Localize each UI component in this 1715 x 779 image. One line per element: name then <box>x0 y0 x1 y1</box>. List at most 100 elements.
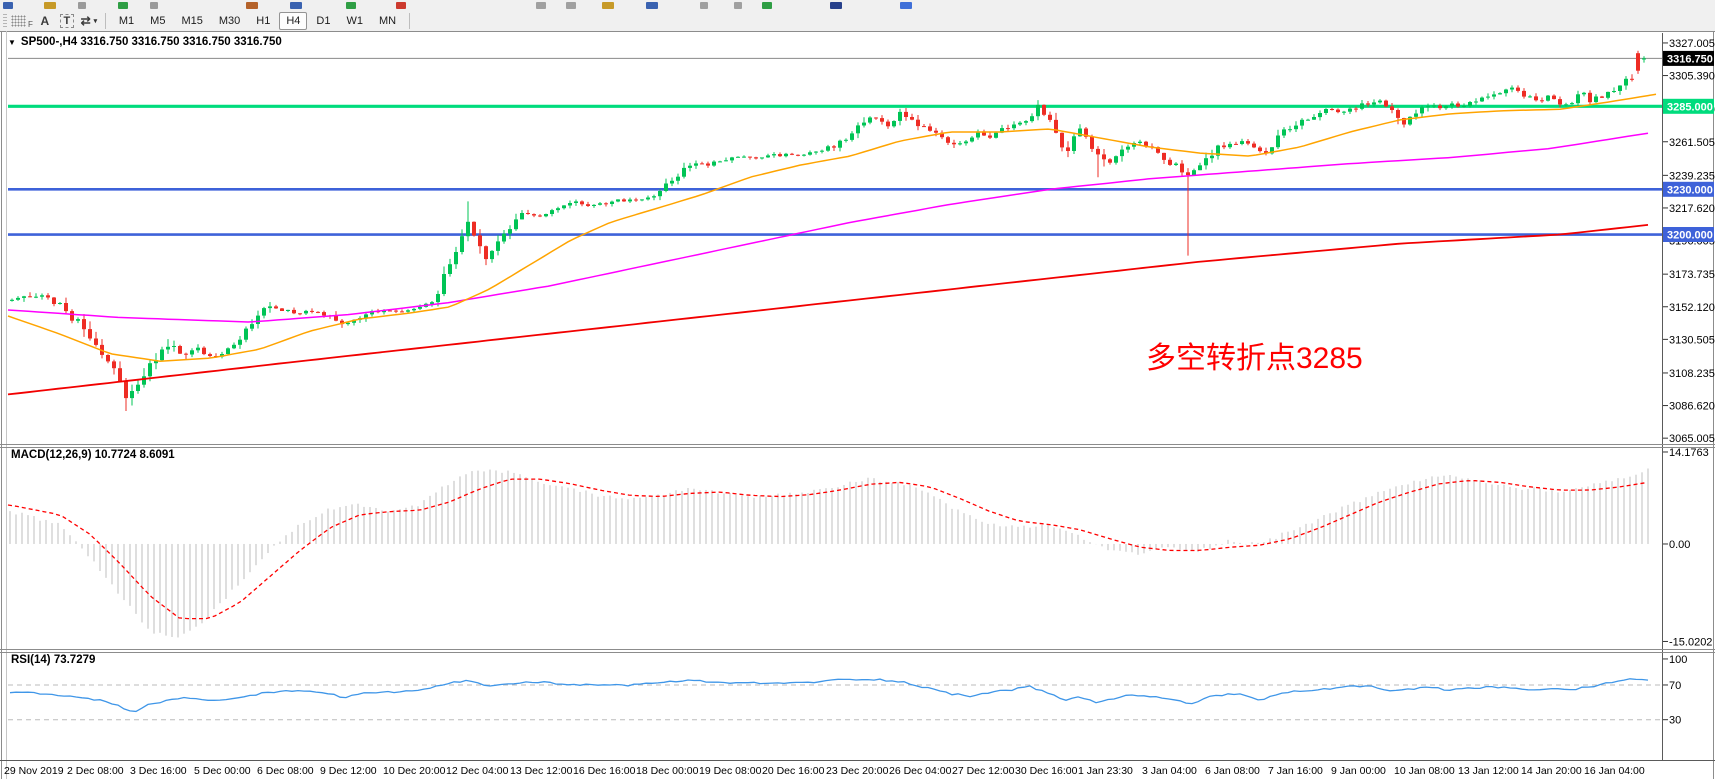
toolbar-icon-fragment[interactable] <box>118 2 128 9</box>
svg-text:-15.0202: -15.0202 <box>1669 637 1712 649</box>
price-badges: 3316.750 3285.000 3230.000 3200.000 <box>1663 50 1714 242</box>
toolbar-icon-fragment[interactable] <box>44 2 56 9</box>
timeframe-button-H4[interactable]: H4 <box>279 11 308 30</box>
toolbar-separator <box>104 12 106 29</box>
svg-text:3327.005: 3327.005 <box>1669 38 1715 50</box>
chart-text-annotation[interactable]: 多空转折点3285 <box>1146 342 1363 375</box>
svg-text:9 Dec 12:00: 9 Dec 12:00 <box>320 765 377 777</box>
draw-objects-icon[interactable]: ⇄ ▾ <box>79 12 99 29</box>
price-axis[interactable]: 3327.0053305.3903283.1203261.5053239.235… <box>1663 38 1715 727</box>
svg-text:18 Dec 00:00: 18 Dec 00:00 <box>636 765 699 777</box>
text-label-icon[interactable]: A <box>40 13 50 28</box>
arrows-glyph: ⇄ <box>80 13 91 28</box>
svg-text:3285.000: 3285.000 <box>1667 101 1713 113</box>
toolbar-icon-fragment[interactable] <box>78 2 86 9</box>
toolbar-icon-fragment[interactable] <box>246 2 258 9</box>
rsi-label: RSI(14) 73.7279 <box>11 654 96 666</box>
svg-text:26 Dec 04:00: 26 Dec 04:00 <box>889 765 952 777</box>
toolbar-icon-fragment[interactable] <box>150 2 158 9</box>
svg-text:3086.620: 3086.620 <box>1669 401 1715 413</box>
toolbar-icon-fragment[interactable] <box>566 2 576 9</box>
svg-text:27 Dec 12:00: 27 Dec 12:00 <box>952 765 1015 777</box>
toolbar-icon-fragment[interactable] <box>536 2 546 9</box>
toolbar-separator-2 <box>409 12 411 29</box>
toolbar-icon-fragment[interactable] <box>900 2 912 9</box>
svg-text:3 Dec 16:00: 3 Dec 16:00 <box>130 765 187 777</box>
svg-text:3152.120: 3152.120 <box>1669 302 1715 314</box>
toolbar-timeframes: F A T ⇄ ▾ M1 M5 M15 M30 H1 H4 D1 W1 MN <box>0 10 1715 31</box>
pane-frames <box>0 31 1715 779</box>
svg-text:30 Dec 16:00: 30 Dec 16:00 <box>1015 765 1078 777</box>
timeframe-button-group: M1 M5 M15 M30 H1 H4 D1 W1 MN <box>111 11 404 30</box>
moving-averages <box>7 93 1657 396</box>
svg-text:13 Dec 12:00: 13 Dec 12:00 <box>510 765 573 777</box>
date-axis[interactable]: 29 Nov 2019 2 Dec 08:00 3 Dec 16:00 5 Dec 0… <box>4 765 1645 777</box>
svg-text:30: 30 <box>1669 715 1681 727</box>
svg-text:3230.000: 3230.000 <box>1667 184 1713 196</box>
toolbar-icon-fragment[interactable] <box>762 2 772 9</box>
svg-text:3 Jan 04:00: 3 Jan 04:00 <box>1142 765 1197 777</box>
chevron-down-icon: ▾ <box>93 17 98 25</box>
svg-text:6 Jan 08:00: 6 Jan 08:00 <box>1205 765 1260 777</box>
timeframe-button-H1[interactable]: H1 <box>256 14 271 27</box>
svg-text:3130.505: 3130.505 <box>1669 334 1715 346</box>
timeframe-button-M30[interactable]: M30 <box>218 14 241 27</box>
svg-text:13 Jan 12:00: 13 Jan 12:00 <box>1458 765 1519 777</box>
toolbar-icon-fragment[interactable] <box>3 2 13 9</box>
svg-text:3108.235: 3108.235 <box>1669 368 1715 380</box>
svg-text:19 Dec 08:00: 19 Dec 08:00 <box>699 765 762 777</box>
symbol-dropdown-icon[interactable]: ▼ <box>8 37 16 47</box>
svg-text:23 Dec 20:00: 23 Dec 20:00 <box>826 765 889 777</box>
timeframe-button-M1[interactable]: M1 <box>118 14 135 27</box>
svg-text:9 Jan 00:00: 9 Jan 00:00 <box>1331 765 1386 777</box>
svg-text:70: 70 <box>1669 680 1681 692</box>
timeframe-button-MN[interactable]: MN <box>378 14 397 27</box>
svg-text:3173.735: 3173.735 <box>1669 269 1715 281</box>
svg-text:3217.620: 3217.620 <box>1669 203 1715 215</box>
svg-text:3065.005: 3065.005 <box>1669 433 1715 445</box>
toolbar-drag-handle[interactable] <box>3 13 7 28</box>
svg-text:6 Dec 08:00: 6 Dec 08:00 <box>257 765 314 777</box>
timeframe-button-M5[interactable]: M5 <box>150 14 166 27</box>
chart-title-text: SP500-,H4 3316.750 3316.750 3316.750 331… <box>20 36 282 48</box>
svg-text:5 Dec 00:00: 5 Dec 00:00 <box>194 765 251 777</box>
svg-text:100: 100 <box>1669 654 1687 666</box>
candlesticks <box>10 50 1646 412</box>
chart-window <box>0 31 1715 779</box>
timeframe-button-W1[interactable]: W1 <box>346 14 363 27</box>
svg-text:7 Jan 16:00: 7 Jan 16:00 <box>1268 765 1323 777</box>
svg-text:3261.505: 3261.505 <box>1669 137 1715 149</box>
svg-text:14.1763: 14.1763 <box>1669 447 1709 459</box>
crosshair-grid-icon[interactable]: F <box>11 12 33 29</box>
svg-text:0.00: 0.00 <box>1669 539 1690 551</box>
svg-text:12 Dec 04:00: 12 Dec 04:00 <box>446 765 509 777</box>
toolbar-icon-fragment[interactable] <box>602 2 614 9</box>
text-box-icon[interactable]: T <box>57 12 77 29</box>
toolbar-icon-fragment[interactable] <box>346 2 356 9</box>
toolbar-icon-fragment[interactable] <box>396 2 406 9</box>
timeframe-button-D1[interactable]: D1 <box>316 14 331 27</box>
svg-text:10 Jan 08:00: 10 Jan 08:00 <box>1394 765 1455 777</box>
toolbar-icon-fragment[interactable] <box>734 2 742 9</box>
toolbar-icon-fragment[interactable] <box>646 2 658 9</box>
chart-title-bar: ▼ SP500-,H4 3316.750 3316.750 3316.750 3… <box>8 36 282 48</box>
rsi-pane <box>8 678 1662 721</box>
svg-text:3305.390: 3305.390 <box>1669 71 1715 83</box>
svg-text:2 Dec 08:00: 2 Dec 08:00 <box>67 765 124 777</box>
toolbar-icon-fragment[interactable] <box>830 2 842 9</box>
toolbar-icon-fragment[interactable] <box>290 2 302 9</box>
svg-text:3316.750: 3316.750 <box>1667 53 1713 65</box>
text-box-glyph: T <box>59 13 75 28</box>
toolbar-icon-fragment[interactable] <box>700 2 708 9</box>
macd-label: MACD(12,26,9) 10.7724 8.6091 <box>11 449 175 461</box>
timeframe-button-M15[interactable]: M15 <box>181 14 203 27</box>
svg-text:1 Jan 23:30: 1 Jan 23:30 <box>1078 765 1133 777</box>
svg-text:3200.000: 3200.000 <box>1667 230 1713 242</box>
grid-glyph <box>11 14 26 27</box>
svg-text:16 Dec 16:00: 16 Dec 16:00 <box>573 765 636 777</box>
svg-text:20 Dec 16:00: 20 Dec 16:00 <box>762 765 825 777</box>
svg-text:14 Jan 20:00: 14 Jan 20:00 <box>1521 765 1582 777</box>
grid-f-label: F <box>28 20 33 29</box>
svg-text:29 Nov 2019: 29 Nov 2019 <box>4 765 64 777</box>
